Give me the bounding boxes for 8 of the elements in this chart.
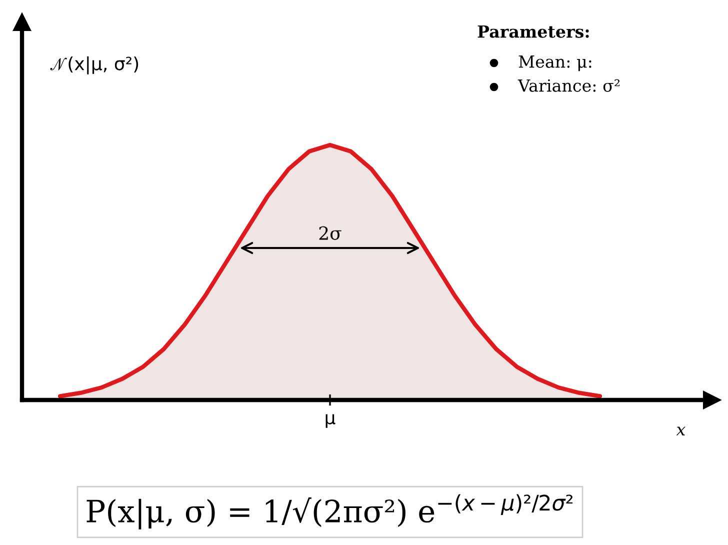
text: P(x|μ, σ) = 1/√(2πσ²) e$^{−(x−μ)²/2σ²}$ [86, 494, 572, 530]
text: Parameters: [478, 25, 589, 38]
text: μ [326, 414, 336, 428]
y-axis-title: 𝒩(x|μ, σ²) [50, 56, 138, 74]
text: Mean: μ: [518, 55, 592, 72]
x-axis-title: x [676, 426, 686, 436]
text: Variance: σ² [518, 79, 620, 92]
annotation: 2σ [319, 226, 342, 240]
